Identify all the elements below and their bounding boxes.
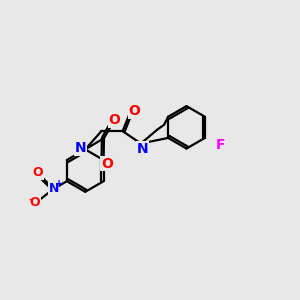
Text: O: O <box>128 104 140 118</box>
Text: O: O <box>108 113 120 127</box>
Text: O: O <box>30 196 40 209</box>
Text: O: O <box>33 166 43 179</box>
Text: O: O <box>101 157 113 170</box>
Text: F: F <box>216 138 225 152</box>
Text: N: N <box>75 141 86 155</box>
Text: -: - <box>28 195 33 205</box>
Text: +: + <box>55 178 63 189</box>
Text: N: N <box>136 142 148 156</box>
Text: N: N <box>48 182 59 195</box>
